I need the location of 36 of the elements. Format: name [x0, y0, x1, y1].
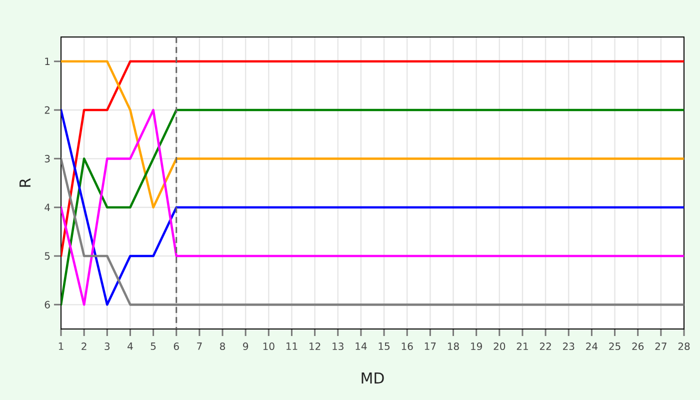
x-tick-label: 11	[286, 342, 298, 350]
x-tick-label: 3	[104, 342, 110, 350]
x-tick-label: 23	[563, 342, 574, 350]
y-tick-label: 5	[44, 252, 50, 260]
x-tick-label: 7	[197, 342, 202, 350]
x-tick-label: 1	[58, 342, 64, 350]
x-tick-label: 19	[471, 342, 482, 350]
x-tick-label: 6	[174, 342, 179, 350]
y-tick-label: 4	[44, 204, 50, 211]
x-tick-label: 5	[150, 342, 156, 350]
y-tick-label: 1	[45, 58, 50, 65]
x-tick-label: 13	[332, 342, 344, 350]
x-tick-label: 15	[378, 342, 390, 350]
y-tick-label: 3	[44, 154, 50, 162]
x-tick-label: 12	[310, 342, 320, 350]
x-tick-label: 2	[82, 342, 86, 350]
x-tick-label: 27	[655, 342, 666, 350]
x-tick-label: 18	[448, 342, 459, 350]
x-tick-label: 16	[402, 342, 413, 350]
x-axis-title: MD	[362, 372, 384, 384]
x-tick-label: 25	[609, 342, 620, 350]
x-tick-label: 24	[586, 342, 598, 350]
x-tick-label: 21	[516, 342, 528, 350]
y-tick-label: 6	[44, 300, 50, 308]
x-tick-label: 9	[243, 342, 248, 350]
x-tick-label: 28	[678, 342, 690, 350]
x-tick-label: 4	[128, 342, 133, 350]
x-tick-label: 10	[263, 342, 274, 350]
y-tick-label: 2	[44, 106, 50, 114]
y-axis-title: R	[20, 178, 30, 187]
x-tick-label: 14	[356, 342, 367, 350]
x-tick-label: 26	[632, 342, 644, 350]
x-tick-label: 8	[220, 342, 226, 350]
x-tick-label: 20	[494, 342, 506, 350]
x-tick-label: 17	[424, 342, 436, 350]
x-tick-label: 22	[540, 342, 551, 350]
